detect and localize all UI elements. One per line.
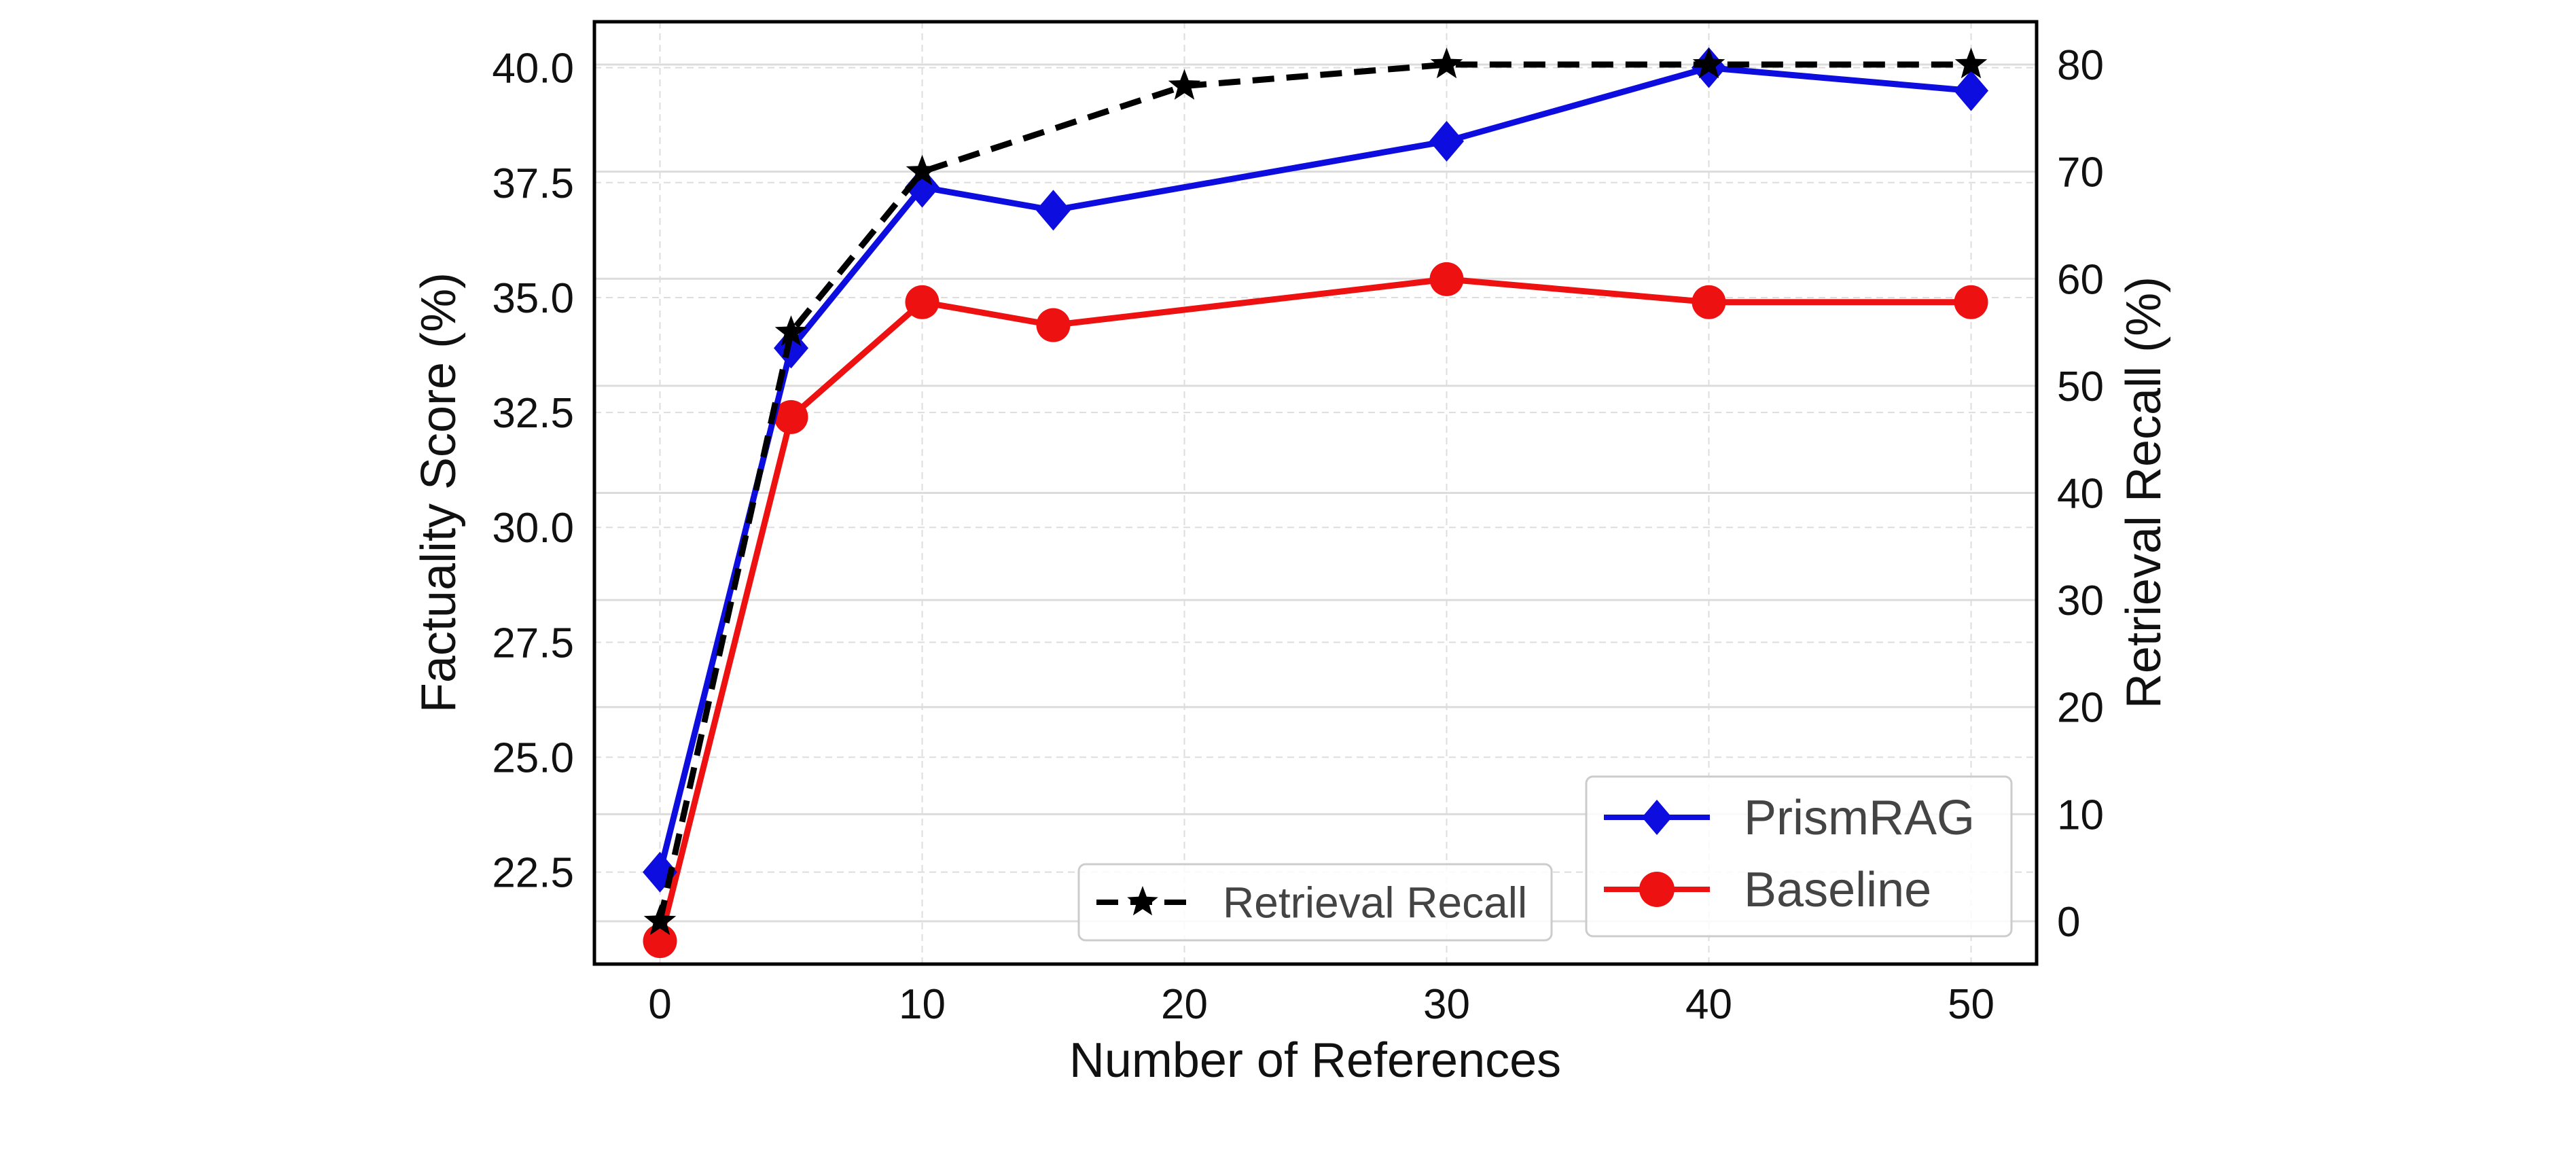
data-point-retrieval-recall — [906, 154, 939, 185]
y-tick-label: 22.5 — [492, 850, 574, 897]
y2-tick-label: 50 — [2057, 363, 2104, 410]
series-layer — [643, 47, 1988, 959]
data-point-prismrag — [1429, 120, 1464, 162]
y-tick-label: 30.0 — [492, 505, 574, 552]
data-point-prismrag — [1036, 190, 1071, 231]
x-tick-label: 40 — [1685, 981, 1732, 1028]
y-tick-label: 27.5 — [492, 620, 574, 667]
y2-tick-label: 60 — [2057, 256, 2104, 303]
legend-marker-retrieval-recall — [1127, 886, 1158, 916]
y2-tick-label: 0 — [2057, 899, 2080, 946]
data-point-baseline — [1692, 285, 1726, 319]
legend-label-retrieval-recall: Retrieval Recall — [1223, 878, 1527, 927]
y-tick-label: 32.5 — [492, 390, 574, 437]
data-point-prismrag — [774, 327, 808, 369]
x-tick-label: 0 — [648, 981, 671, 1028]
data-point-retrieval-recall — [1430, 48, 1463, 79]
legend-label-baseline: Baseline — [1744, 863, 1931, 917]
data-point-retrieval-recall — [1168, 69, 1201, 100]
legend-bottom-right: PrismRAG Baseline — [1585, 775, 2013, 938]
legend-box — [1077, 863, 1553, 942]
y-tick-label: 40.0 — [492, 46, 574, 92]
legend-label-prismrag: PrismRAG — [1744, 791, 1975, 845]
x-tick-label: 20 — [1161, 981, 1208, 1028]
data-point-retrieval-recall — [774, 315, 808, 346]
data-point-baseline — [1036, 308, 1071, 342]
x-tick-label: 10 — [899, 981, 946, 1028]
y2-tick-label: 40 — [2057, 471, 2104, 518]
y2-tick-label: 30 — [2057, 578, 2104, 624]
data-point-prismrag — [1954, 70, 1988, 111]
data-point-retrieval-recall — [643, 904, 677, 936]
x-tick-label: 30 — [1423, 981, 1470, 1028]
y-tick-label: 35.0 — [492, 275, 574, 322]
data-point-baseline — [643, 924, 677, 959]
data-point-baseline — [1429, 262, 1464, 296]
legend-bottom-center: Retrieval Recall — [1077, 863, 1553, 942]
plot-frame — [592, 20, 2039, 966]
y2-tick-label: 70 — [2057, 149, 2104, 196]
y-tick-label: 37.5 — [492, 160, 574, 207]
y2-axis-label: Retrieval Recall (%) — [2117, 277, 2171, 709]
legend-marker-baseline — [1639, 872, 1675, 907]
legend-marker-prismrag — [1641, 800, 1672, 835]
legends: Retrieval Recall PrismRAG Baseline — [1077, 775, 2013, 942]
y2-tick-label: 10 — [2057, 792, 2104, 838]
y2-tick-label: 20 — [2057, 685, 2104, 732]
data-point-prismrag — [905, 166, 940, 208]
data-point-baseline — [905, 285, 940, 319]
y-tick-label: 25.0 — [492, 735, 574, 782]
x-tick-label: 50 — [1948, 981, 1994, 1028]
y2-tick-label: 80 — [2057, 42, 2104, 89]
tick-labels: 0 10 20 30 40 50 22.5 25.0 27.5 30.0 32.5 35.0 37.5 4… — [492, 42, 2104, 1028]
series-line-prismrag — [657, 65, 1971, 873]
x-axis-label: Number of References — [1069, 1033, 1561, 1088]
y-axis-label: Factuality Score (%) — [412, 272, 466, 713]
data-point-baseline — [774, 399, 808, 434]
data-point-retrieval-recall — [1954, 48, 1988, 79]
grid-lines — [594, 22, 2037, 964]
data-point-baseline — [1954, 285, 1988, 319]
data-point-retrieval-recall — [1692, 48, 1725, 79]
